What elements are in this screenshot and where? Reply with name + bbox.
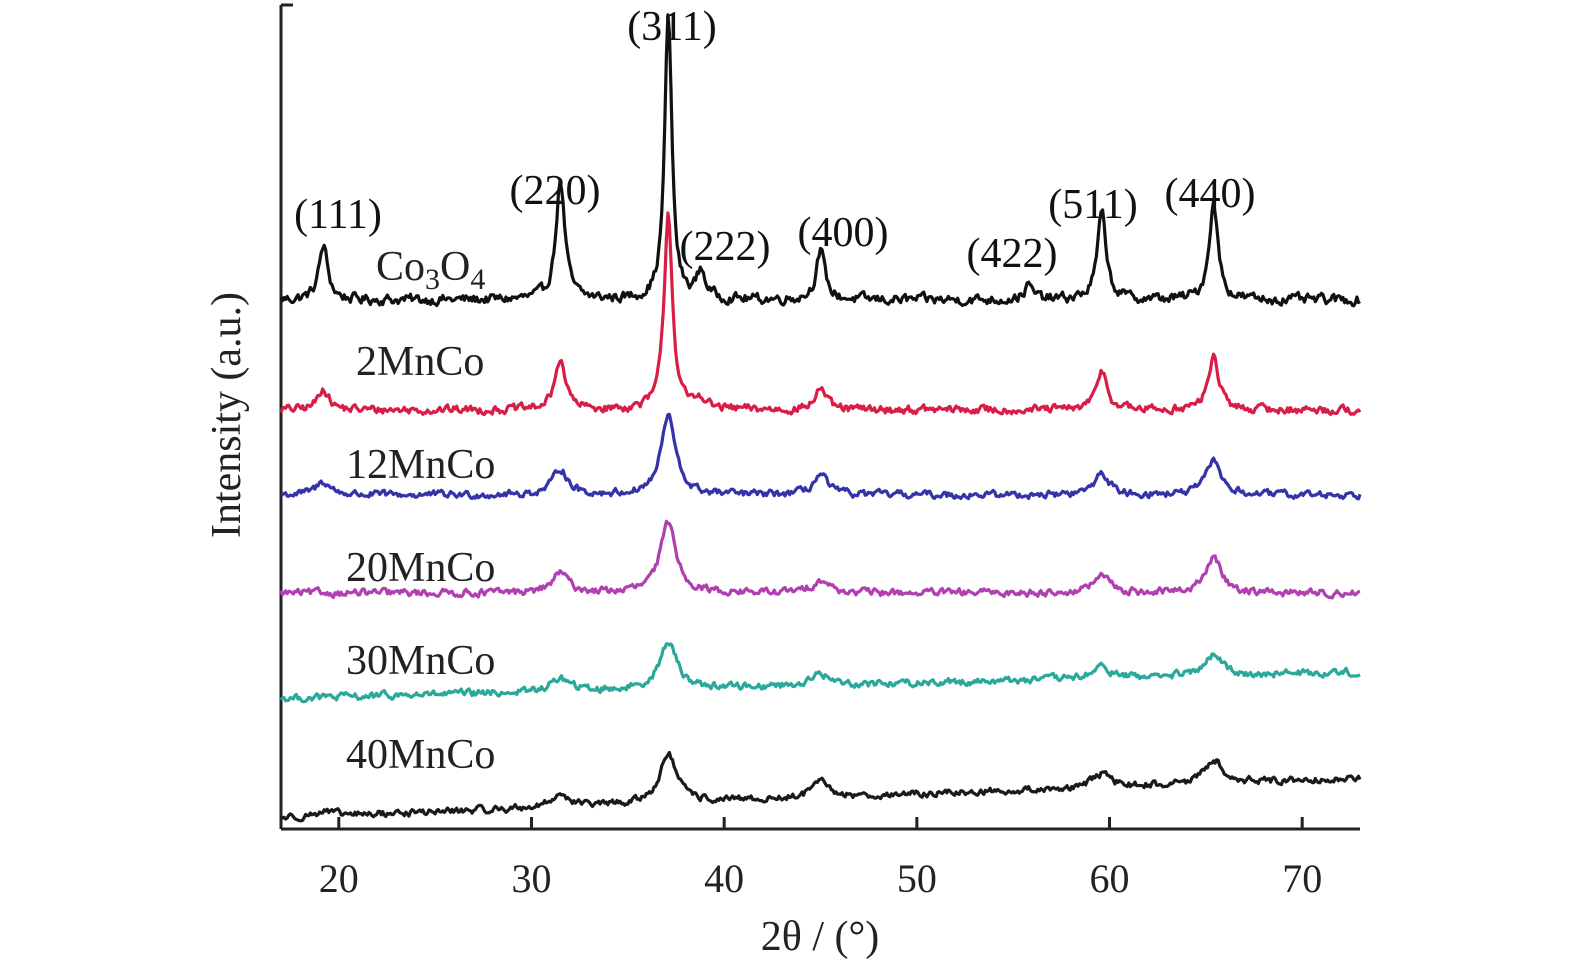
series-label: 40MnCo	[346, 732, 495, 778]
peak-label: (220)	[510, 168, 601, 214]
peak-label: (311)	[627, 4, 716, 50]
series-line-co3o4	[279, 13, 1361, 308]
sample-labels: Co3O4 2MnCo 12MnCo 20MnCo 30MnCo 40MnCo	[346, 244, 495, 778]
x-tick-label: 20	[319, 856, 359, 901]
peak-label: (422)	[967, 231, 1058, 277]
x-tick-label: 50	[897, 856, 937, 901]
x-tick-label: 60	[1090, 856, 1130, 901]
peak-label: (222)	[680, 224, 771, 270]
series-label: Co3O4	[376, 244, 485, 296]
series-label: 30MnCo	[346, 638, 495, 684]
series-line-2mnco	[279, 211, 1362, 417]
x-axis-title: 2θ / (°)	[761, 914, 880, 960]
y-axis-title: Intensity (a.u.)	[204, 292, 250, 538]
peak-labels: (111) (220) (311) (222) (400) (422)(511) (440)	[294, 4, 1255, 277]
x-tick-label: 70	[1282, 856, 1322, 901]
series-label: 20MnCo	[346, 545, 495, 591]
series-label: 12MnCo	[346, 442, 495, 488]
x-tick-label: 30	[511, 856, 551, 901]
x-ticks: 20 30 40 50 60 70	[319, 817, 1322, 901]
peak-label: (400)	[798, 210, 889, 256]
series-layer	[279, 13, 1362, 823]
x-tick-label: 40	[704, 856, 744, 901]
peak-label: (511)	[1048, 182, 1137, 228]
series-line-30mnco	[279, 642, 1361, 704]
series-label: 2MnCo	[356, 339, 484, 385]
series-line-20mnco	[279, 519, 1361, 600]
series-line-40mnco	[279, 750, 1362, 823]
peak-label: (440)	[1165, 171, 1256, 217]
series-line-12mnco	[280, 412, 1362, 501]
peak-label: (111)	[294, 192, 382, 238]
